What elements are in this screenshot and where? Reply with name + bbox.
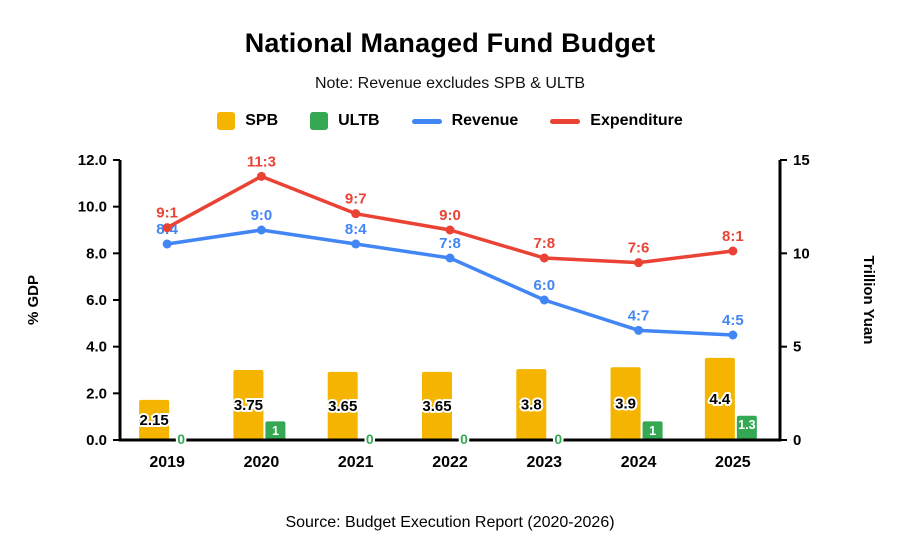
expenditure-point-label: 7:8 <box>533 235 555 252</box>
spb-bar-label: 3.9 <box>615 396 636 413</box>
x-axis-label: 2024 <box>621 454 657 471</box>
legend-item-ultb: ULTB <box>310 112 380 130</box>
spb-bar-label: 3.75 <box>234 397 263 414</box>
revenue-point-label: 4:5 <box>722 312 744 329</box>
legend-label: SPB <box>245 112 279 129</box>
x-axis-label: 2020 <box>244 454 280 471</box>
expenditure-point <box>162 223 172 233</box>
spb-bar <box>704 357 735 440</box>
ultb-zero-label: 0 <box>460 431 468 447</box>
right-axis-tick-label: 0 <box>793 432 801 449</box>
left-axis-tick-label: 12.0 <box>78 152 107 169</box>
left-axis-tick-label: 6.0 <box>86 292 107 309</box>
revenue-point-label: 6:0 <box>533 277 555 294</box>
expenditure-point <box>256 171 266 181</box>
expenditure-point-label: 9:0 <box>439 207 461 224</box>
expenditure-line-marker <box>550 118 581 124</box>
left-axis-title: % GDP <box>25 275 42 325</box>
right-axis-tick-label: 10 <box>793 245 810 262</box>
revenue-point <box>539 295 549 305</box>
legend-item-expenditure: Expenditure <box>550 112 683 130</box>
x-axis-label: 2021 <box>338 454 374 471</box>
chart-title: National Managed Fund Budget <box>244 28 656 58</box>
legend: SPB ULTB Revenue Expenditure <box>0 112 900 130</box>
revenue-point <box>162 239 172 249</box>
right-axis-title: Trillion Yuan <box>860 256 877 345</box>
spb-bar-label: 4.4 <box>709 391 731 408</box>
spb-bar-label: 3.65 <box>328 398 357 415</box>
revenue-point-label: 8:4 <box>345 221 367 238</box>
ultb-bar <box>642 421 663 440</box>
spb-bar <box>422 371 452 440</box>
ultb-zero-label: 0 <box>554 431 562 447</box>
legend-label: Expenditure <box>590 112 683 129</box>
spb-swatch <box>217 112 236 130</box>
legend-item-spb: SPB <box>217 112 278 130</box>
spb-bar <box>516 369 547 440</box>
spb-bar <box>139 399 170 440</box>
right-axis-tick-label: 15 <box>793 152 810 169</box>
revenue-point-label: 9:0 <box>251 207 273 224</box>
expenditure-point-label: 9:1 <box>156 205 178 222</box>
expenditure-point <box>728 246 738 256</box>
legend-label: ULTB <box>338 112 380 129</box>
ultb-bar-label: 1 <box>649 424 656 438</box>
spb-bar <box>233 370 264 440</box>
ultb-bar <box>736 415 757 440</box>
spb-bar <box>327 371 358 440</box>
x-axis-label: 2025 <box>715 454 751 471</box>
expenditure-point <box>351 209 361 219</box>
revenue-line-marker <box>411 118 442 124</box>
revenue-point-label: 7:8 <box>439 235 461 252</box>
expenditure-point <box>445 225 455 235</box>
left-axis-tick-label: 0.0 <box>86 432 107 449</box>
revenue-point <box>634 325 644 335</box>
expenditure-point-label: 9:7 <box>345 191 367 208</box>
revenue-point-label: 4:7 <box>628 307 650 324</box>
left-axis-tick-label: 2.0 <box>86 385 107 402</box>
expenditure-point-label: 8:1 <box>722 228 744 245</box>
spb-bar-label: 3.65 <box>422 398 451 415</box>
expenditure-point <box>539 253 549 263</box>
legend-item-revenue: Revenue <box>411 112 519 130</box>
x-axis-label: 2023 <box>526 454 562 471</box>
left-axis-tick-label: 4.0 <box>86 339 107 356</box>
source-caption: Source: Budget Execution Report (2020-20… <box>285 514 615 531</box>
revenue-point <box>256 225 266 235</box>
chart-subtitle: Note: Revenue excludes SPB & ULTB <box>314 75 586 92</box>
x-axis-label: 2019 <box>149 454 185 471</box>
ultb-bar-label: 1 <box>272 424 279 438</box>
left-axis-tick-label: 10.0 <box>78 199 107 216</box>
spb-bar-label: 3.8 <box>521 397 542 414</box>
left-axis-tick-label: 8.0 <box>86 245 107 262</box>
spb-bar-label: 2.15 <box>140 412 169 429</box>
revenue-point <box>445 253 455 263</box>
ultb-bar-label: 1.3 <box>738 418 755 432</box>
right-axis-tick-label: 5 <box>793 339 801 356</box>
ultb-zero-label: 0 <box>177 431 185 447</box>
ultb-zero-label: 0 <box>366 431 374 447</box>
revenue-point <box>728 330 738 340</box>
legend-label: Revenue <box>451 112 519 129</box>
expenditure-point <box>634 258 644 268</box>
expenditure-point-label: 7:6 <box>628 240 650 257</box>
ultb-bar <box>265 421 286 440</box>
expenditure-point-label: 11:3 <box>247 153 276 170</box>
ultb-swatch <box>310 112 329 130</box>
revenue-point <box>351 239 361 249</box>
spb-bar <box>610 367 641 440</box>
x-axis-label: 2022 <box>432 454 468 471</box>
